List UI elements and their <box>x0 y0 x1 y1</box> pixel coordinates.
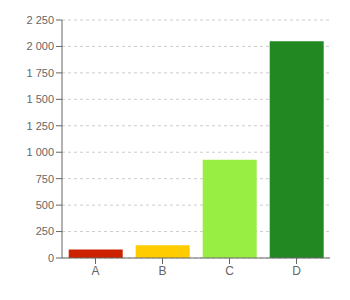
svg-text:1 750: 1 750 <box>26 67 54 79</box>
svg-text:1 500: 1 500 <box>26 93 54 105</box>
svg-text:500: 500 <box>36 199 54 211</box>
svg-text:2 000: 2 000 <box>26 40 54 52</box>
svg-text:1 250: 1 250 <box>26 120 54 132</box>
svg-text:C: C <box>225 264 234 278</box>
svg-text:D: D <box>292 264 301 278</box>
svg-text:2 250: 2 250 <box>26 14 54 26</box>
svg-text:1 000: 1 000 <box>26 146 54 158</box>
svg-text:A: A <box>91 264 99 278</box>
svg-text:0: 0 <box>48 252 54 264</box>
svg-text:250: 250 <box>36 225 54 237</box>
svg-text:750: 750 <box>36 173 54 185</box>
svg-text:B: B <box>158 264 166 278</box>
